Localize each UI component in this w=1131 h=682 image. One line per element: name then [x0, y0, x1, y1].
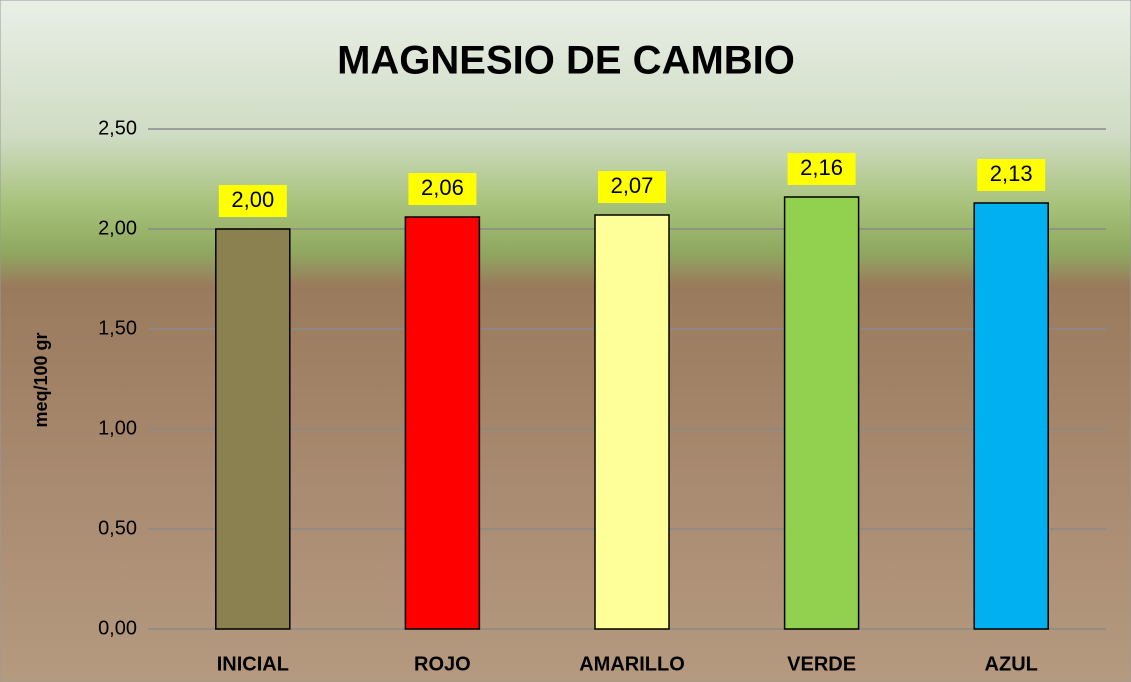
y-tick-label: 2,00 — [98, 217, 137, 239]
data-label: 2,13 — [990, 161, 1033, 186]
y-axis-label: meq/100 gr — [31, 332, 51, 427]
data-label-box — [218, 185, 287, 217]
y-tick-label: 1,50 — [98, 317, 137, 339]
x-tick-label: AZUL — [985, 653, 1038, 675]
y-tick-label: 0,50 — [98, 517, 137, 539]
y-tick-label: 2,50 — [98, 117, 137, 139]
data-label-box — [787, 153, 856, 185]
data-label-box — [408, 173, 477, 205]
bar — [783, 196, 860, 630]
data-label: 2,07 — [611, 173, 654, 198]
chart-title: MAGNESIO DE CAMBIO — [337, 39, 795, 83]
data-label: 2,00 — [231, 187, 274, 212]
x-tick-label: INICIAL — [217, 653, 289, 675]
y-tick-label: 0,00 — [98, 617, 137, 639]
y-tick-label: 1,00 — [98, 417, 137, 439]
data-label: 2,06 — [421, 175, 464, 200]
x-tick-label: ROJO — [414, 653, 471, 675]
x-tick-label: AMARILLO — [579, 653, 685, 675]
bar — [594, 214, 670, 630]
bar — [404, 216, 481, 630]
bar — [973, 202, 1049, 630]
x-tick-label: VERDE — [787, 653, 856, 675]
data-label-box — [977, 159, 1046, 191]
data-label-box — [598, 171, 666, 203]
data-label: 2,16 — [800, 155, 843, 180]
bar — [215, 228, 291, 630]
